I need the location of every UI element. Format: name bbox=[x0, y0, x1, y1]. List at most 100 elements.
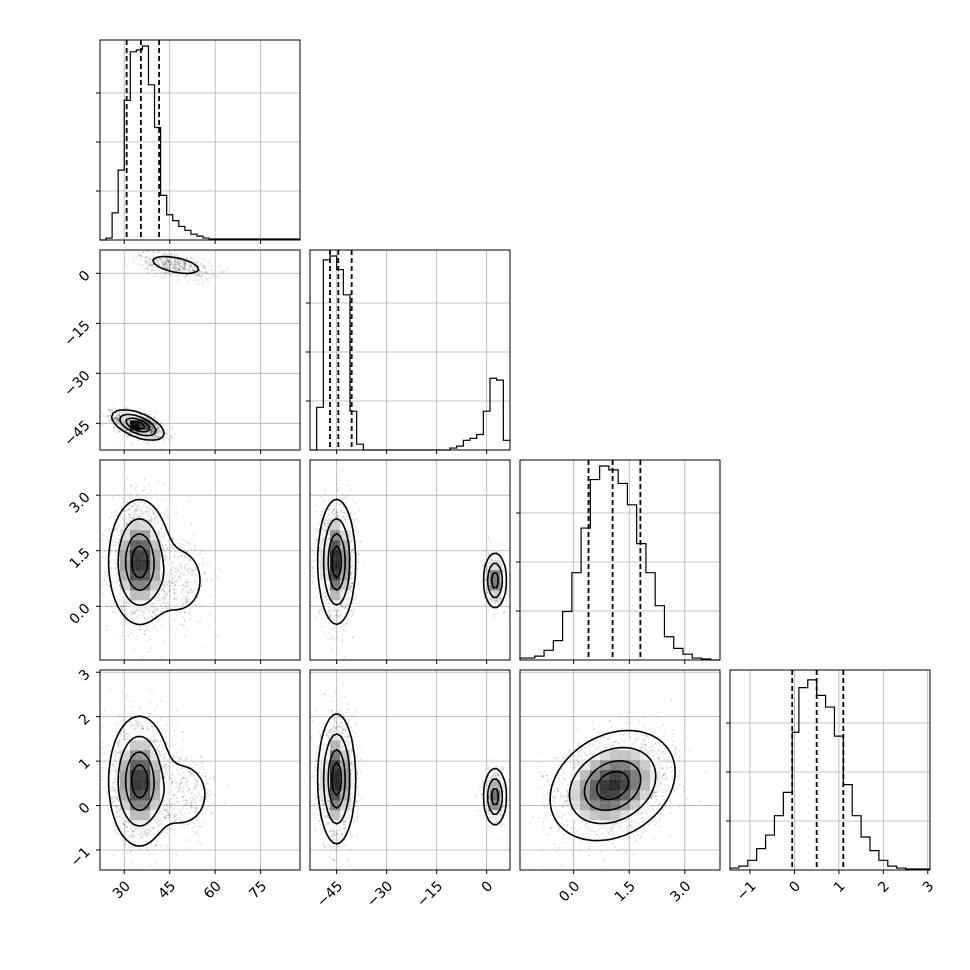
scatter-point bbox=[162, 584, 164, 586]
scatter-point bbox=[125, 430, 127, 432]
scatter-point bbox=[196, 596, 199, 599]
scatter-point bbox=[118, 414, 121, 417]
scatter-point bbox=[115, 415, 118, 417]
scatter-point bbox=[168, 261, 171, 264]
scatter-point bbox=[138, 247, 140, 249]
scatter-point bbox=[116, 412, 119, 414]
scatter-point bbox=[118, 410, 120, 413]
scatter-point bbox=[157, 261, 159, 264]
scatter-point bbox=[143, 478, 146, 481]
scatter-point bbox=[185, 258, 187, 261]
scatter-point bbox=[159, 430, 161, 432]
scatter-point bbox=[187, 592, 189, 594]
scatter-point bbox=[105, 569, 107, 572]
scatter-point bbox=[203, 572, 206, 575]
scatter-point bbox=[184, 580, 187, 583]
scatter-point bbox=[118, 540, 121, 542]
scatter-point bbox=[179, 578, 182, 580]
scatter-point bbox=[131, 613, 134, 616]
scatter-point bbox=[177, 268, 180, 271]
scatter-point bbox=[170, 261, 173, 264]
scatter-point bbox=[165, 264, 168, 266]
scatter-point bbox=[157, 426, 160, 429]
scatter-point bbox=[203, 271, 206, 273]
scatter-point bbox=[157, 426, 160, 429]
scatter-point bbox=[154, 600, 157, 603]
scatter-point bbox=[166, 259, 169, 262]
scatter-point bbox=[166, 265, 169, 267]
scatter-point bbox=[132, 429, 135, 432]
scatter-point bbox=[189, 618, 191, 621]
scatter-point bbox=[190, 257, 192, 260]
scatter-point bbox=[136, 431, 139, 433]
scatter-point bbox=[163, 590, 165, 592]
scatter-point bbox=[134, 610, 137, 613]
panel-frame bbox=[99, 249, 301, 451]
scatter-point bbox=[163, 598, 165, 601]
scatter-point bbox=[117, 413, 120, 416]
scatter-point bbox=[159, 541, 162, 543]
scatter-point bbox=[150, 520, 153, 523]
scatter-point bbox=[112, 419, 115, 421]
scatter-point bbox=[152, 445, 155, 448]
scatter-point bbox=[149, 604, 152, 607]
scatter-point bbox=[156, 431, 158, 434]
scatter-point bbox=[164, 594, 167, 597]
scatter-point bbox=[328, 627, 331, 629]
scatter-point bbox=[151, 430, 153, 433]
scatter-point bbox=[184, 555, 186, 557]
scatter-point bbox=[192, 570, 194, 572]
scatter-point bbox=[188, 269, 191, 272]
scatter-point bbox=[141, 255, 143, 258]
scatter-point bbox=[139, 503, 141, 505]
scatter-point bbox=[353, 577, 355, 580]
density-cell bbox=[120, 570, 131, 581]
scatter-point bbox=[164, 554, 167, 557]
scatter-point bbox=[218, 568, 220, 571]
scatter-point bbox=[163, 266, 166, 269]
scatter-point bbox=[152, 521, 155, 524]
scatter-point bbox=[114, 416, 116, 419]
scatter-point bbox=[187, 273, 189, 276]
scatter-point bbox=[193, 270, 196, 272]
scatter-point bbox=[151, 428, 153, 430]
scatter-point bbox=[161, 656, 163, 658]
scatter-point bbox=[137, 263, 139, 265]
scatter-point bbox=[180, 554, 182, 557]
scatter-point bbox=[176, 260, 179, 263]
scatter-point bbox=[135, 634, 138, 637]
scatter-point bbox=[192, 270, 194, 273]
scatter-point bbox=[158, 436, 161, 438]
scatter-point bbox=[149, 423, 152, 426]
scatter-point bbox=[147, 443, 150, 446]
scatter-point bbox=[163, 556, 165, 558]
scatter-point bbox=[154, 515, 157, 517]
scatter-point bbox=[143, 517, 146, 520]
scatter-point bbox=[113, 417, 115, 420]
density-cell bbox=[160, 560, 171, 571]
scatter-point bbox=[168, 588, 171, 591]
scatter-point bbox=[151, 509, 153, 512]
scatter-point bbox=[117, 420, 120, 423]
scatter-point bbox=[156, 432, 159, 435]
scatter-point bbox=[150, 420, 153, 423]
scatter-point bbox=[175, 274, 177, 276]
scatter-point bbox=[126, 523, 128, 526]
scatter-point bbox=[119, 563, 121, 566]
scatter-point bbox=[148, 262, 151, 264]
scatter-point bbox=[102, 423, 105, 426]
scatter-point bbox=[147, 414, 149, 416]
scatter-point bbox=[150, 431, 152, 433]
scatter-point bbox=[176, 267, 179, 270]
scatter-point bbox=[153, 421, 156, 424]
scatter-point bbox=[195, 268, 198, 271]
hist-panel-1 bbox=[309, 249, 511, 451]
scatter-point bbox=[126, 522, 129, 525]
scatter-point bbox=[127, 634, 130, 637]
scatter-point bbox=[177, 261, 179, 263]
scatter-point bbox=[184, 611, 186, 613]
scatter-point bbox=[169, 260, 172, 262]
scatter-point bbox=[129, 432, 132, 435]
scatter-point bbox=[200, 265, 203, 268]
scatter-point bbox=[113, 518, 115, 521]
